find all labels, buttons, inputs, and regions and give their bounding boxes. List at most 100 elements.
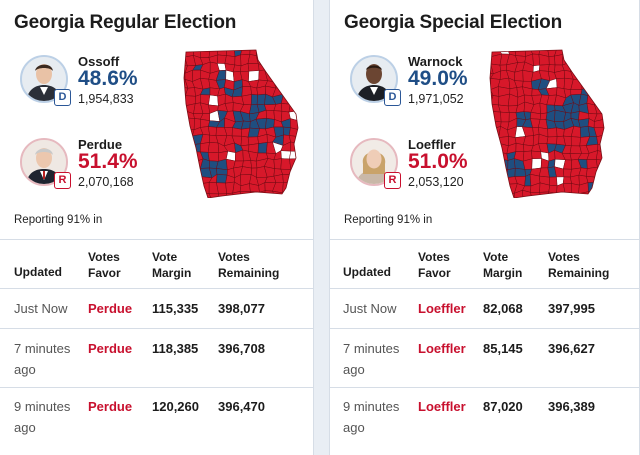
county-cell[interactable]: [186, 192, 196, 198]
county-cell[interactable]: [490, 136, 500, 144]
county-cell[interactable]: [232, 64, 242, 73]
county-cell[interactable]: [490, 111, 502, 123]
county-cell[interactable]: [498, 177, 508, 185]
county-cell[interactable]: [194, 192, 201, 198]
county-cell[interactable]: [296, 150, 302, 159]
county-cell[interactable]: [602, 61, 608, 74]
county-cell[interactable]: [570, 61, 581, 73]
county-cell[interactable]: [556, 77, 566, 90]
county-cell[interactable]: [178, 105, 186, 112]
county-cell[interactable]: [240, 166, 252, 176]
county-cell[interactable]: [602, 173, 608, 187]
county-cell[interactable]: [484, 166, 495, 178]
county-cell[interactable]: [586, 63, 599, 73]
county-cell[interactable]: [515, 48, 526, 57]
county-cell[interactable]: [208, 94, 219, 107]
county-cell[interactable]: [178, 150, 187, 160]
county-cell[interactable]: [498, 184, 508, 195]
county-cell[interactable]: [549, 176, 558, 187]
county-cell[interactable]: [588, 49, 596, 58]
county-cell[interactable]: [548, 55, 556, 66]
county-cell[interactable]: [605, 103, 608, 114]
county-cell[interactable]: [594, 62, 604, 74]
county-cell[interactable]: [288, 80, 299, 90]
county-cell[interactable]: [570, 55, 581, 64]
county-cell[interactable]: [273, 158, 282, 170]
county-cell[interactable]: [266, 48, 277, 57]
county-cell[interactable]: [185, 173, 197, 186]
county-cell[interactable]: [280, 150, 291, 160]
county-cell[interactable]: [538, 64, 550, 72]
county-cell[interactable]: [578, 48, 590, 58]
county-cell[interactable]: [178, 191, 188, 198]
county-cell[interactable]: [296, 103, 302, 113]
county-cell[interactable]: [579, 56, 590, 64]
county-cell[interactable]: [297, 54, 302, 64]
county-cell[interactable]: [193, 183, 204, 194]
county-cell[interactable]: [554, 54, 564, 66]
county-cell[interactable]: [493, 151, 502, 160]
county-cell[interactable]: [296, 94, 302, 106]
county-cell[interactable]: [499, 189, 510, 198]
county-cell[interactable]: [178, 176, 188, 186]
county-cell[interactable]: [539, 191, 550, 198]
county-cell[interactable]: [485, 133, 494, 144]
county-cell[interactable]: [595, 48, 605, 57]
county-cell[interactable]: [570, 136, 581, 147]
county-cell[interactable]: [571, 183, 580, 195]
county-cell[interactable]: [216, 48, 227, 56]
county-cell[interactable]: [484, 117, 494, 131]
county-cell[interactable]: [498, 104, 510, 113]
county-cell[interactable]: [594, 77, 604, 89]
county-cell[interactable]: [484, 78, 491, 90]
county-cell[interactable]: [539, 102, 548, 115]
county-cell[interactable]: [507, 158, 516, 171]
county-cell[interactable]: [265, 109, 275, 120]
county-cell[interactable]: [184, 150, 196, 163]
county-cell[interactable]: [279, 79, 291, 89]
county-cell[interactable]: [484, 189, 494, 198]
county-cell[interactable]: [602, 167, 608, 176]
county-cell[interactable]: [186, 166, 197, 178]
county-cell[interactable]: [602, 70, 608, 82]
county-cell[interactable]: [234, 54, 242, 67]
county-cell[interactable]: [531, 150, 542, 159]
county-cell[interactable]: [604, 135, 608, 146]
county-cell[interactable]: [603, 77, 608, 89]
county-cell[interactable]: [207, 142, 220, 154]
county-cell[interactable]: [514, 69, 524, 82]
county-cell[interactable]: [226, 48, 236, 57]
county-cell[interactable]: [289, 94, 298, 105]
county-cell[interactable]: [492, 142, 500, 153]
county-cell[interactable]: [178, 182, 188, 194]
county-cell[interactable]: [587, 77, 598, 88]
county-cell[interactable]: [595, 173, 604, 186]
county-cell[interactable]: [289, 48, 299, 58]
county-cell[interactable]: [595, 181, 606, 195]
county-cell[interactable]: [216, 173, 228, 184]
county-cell[interactable]: [585, 175, 598, 183]
county-cell[interactable]: [290, 168, 298, 178]
county-cell[interactable]: [602, 88, 608, 98]
county-cell[interactable]: [532, 53, 541, 67]
county-cell[interactable]: [605, 127, 608, 137]
county-cell[interactable]: [601, 152, 608, 161]
county-cell[interactable]: [531, 158, 542, 170]
county-cell[interactable]: [492, 168, 502, 178]
county-cell[interactable]: [178, 144, 187, 153]
county-cell[interactable]: [562, 48, 574, 57]
county-cell[interactable]: [273, 79, 284, 89]
county-cell[interactable]: [281, 55, 291, 66]
county-cell[interactable]: [296, 168, 302, 178]
candidate-dem[interactable]: D Ossoff 48.6% 1,954,833: [20, 52, 180, 112]
county-cell[interactable]: [240, 135, 250, 147]
county-cell[interactable]: [597, 166, 605, 178]
county-cell[interactable]: [485, 158, 495, 169]
county-cell[interactable]: [297, 190, 302, 198]
county-cell[interactable]: [288, 55, 300, 66]
county-cell[interactable]: [603, 119, 608, 129]
county-cell[interactable]: [596, 190, 606, 198]
county-cell[interactable]: [484, 54, 492, 65]
county-cell[interactable]: [296, 173, 302, 186]
county-cell[interactable]: [556, 127, 565, 137]
